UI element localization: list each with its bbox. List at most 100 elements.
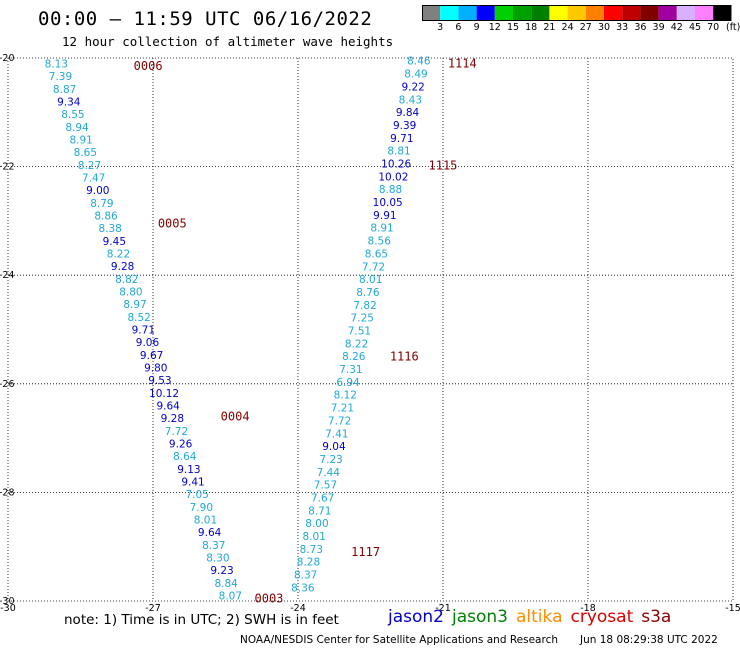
wave-height-value: 7.23 <box>319 454 342 466</box>
wave-height-value: 7.72 <box>165 426 188 438</box>
wave-height-value: 8.80 <box>119 286 142 298</box>
colorbar-swatch <box>458 5 477 21</box>
x-tick-label: -30 <box>0 603 16 614</box>
x-tick-label: -21 <box>435 603 451 614</box>
legend-s3a: s3a <box>641 607 672 627</box>
wave-height-value: 9.39 <box>393 120 416 132</box>
colorbar-swatch <box>549 5 568 21</box>
wave-height-value: 8.22 <box>345 338 368 350</box>
wave-height-value: 7.39 <box>49 71 72 83</box>
wave-height-value: 9.22 <box>401 81 424 93</box>
wave-height-value: 8.73 <box>300 544 323 556</box>
y-tick-label: -24 <box>0 270 15 281</box>
satellite-legend: jason2 jason3 altika cryosat s3a <box>388 607 679 627</box>
wave-height-value: 7.51 <box>348 325 371 337</box>
colorbar-tick-label: 15 <box>506 22 520 33</box>
wave-height-value: 8.55 <box>61 109 84 121</box>
wave-height-value: 8.46 <box>407 56 431 68</box>
wave-height-value: 9.67 <box>140 350 163 362</box>
colorbar-swatch <box>476 5 495 21</box>
wave-height-value: 7.31 <box>339 364 362 376</box>
y-tick-label: -26 <box>0 379 15 390</box>
wave-height-value: 9.80 <box>144 363 167 375</box>
colorbar-tick-label: 33 <box>616 22 629 33</box>
footer-timestamp: Jun 18 08:29:38 UTC 2022 <box>580 634 718 646</box>
wave-height-value: 7.47 <box>82 172 105 184</box>
wave-height-value: 8.30 <box>206 553 229 565</box>
wave-height-value: 8.71 <box>308 505 331 517</box>
y-tick-label: -22 <box>0 162 15 173</box>
plot-frame <box>7 57 734 602</box>
wave-height-value: 8.01 <box>194 515 217 527</box>
wave-height-value: 8.65 <box>74 147 97 159</box>
wave-height-value: 9.71 <box>132 325 155 337</box>
colorbar-tick-label: 18 <box>525 22 538 33</box>
wave-height-value: 7.72 <box>328 415 351 427</box>
x-tick-label: -27 <box>145 603 161 614</box>
wave-height-value: 9.64 <box>198 527 222 539</box>
colorbar-swatch <box>494 5 513 21</box>
wave-height-value: 8.37 <box>202 540 225 552</box>
y-tick-label: -28 <box>0 487 15 498</box>
wave-height-value: 8.94 <box>65 122 89 134</box>
wave-height-value: 8.49 <box>404 69 427 81</box>
time-label: 0003 <box>255 591 284 605</box>
wave-height-value: 9.34 <box>57 96 81 108</box>
colorbar <box>422 5 732 21</box>
legend-jason3: jason3 <box>452 607 508 627</box>
colorbar-tick-label: 9 <box>473 22 480 33</box>
colorbar-labels: 3 6 9 12 15 18 21 24 27 30 33 36 39 42 45 70 <box>422 22 740 36</box>
colorbar-tick-label: 70 <box>707 22 720 33</box>
colorbar-unit: (ft) <box>726 22 740 33</box>
wave-height-value: 8.01 <box>302 531 325 543</box>
wave-height-value: 8.84 <box>214 578 238 590</box>
colorbar-swatch <box>422 5 441 21</box>
y-tick-label: -20 <box>0 53 15 64</box>
wave-height-value: 8.82 <box>115 274 138 286</box>
colorbar-swatch <box>604 5 623 21</box>
wave-height-value: 9.53 <box>148 375 171 387</box>
colorbar-tick-label: 24 <box>561 22 574 33</box>
wave-height-value: 8.28 <box>297 557 320 569</box>
wave-height-value: 10.12 <box>149 388 179 400</box>
colorbar-swatch <box>585 5 604 21</box>
wave-height-value: 7.05 <box>185 489 208 501</box>
colorbar-swatch <box>713 5 732 21</box>
colorbar-swatch <box>695 5 714 21</box>
wave-height-value: 9.00 <box>86 185 109 197</box>
wave-height-value: 8.65 <box>365 248 388 260</box>
wave-height-value: 9.26 <box>169 439 193 451</box>
wave-height-value: 8.07 <box>219 591 242 603</box>
wave-height-value: 6.94 <box>336 377 360 389</box>
colorbar-swatch <box>531 5 550 21</box>
wave-height-value: 8.27 <box>78 160 101 172</box>
wave-height-value: 8.38 <box>98 223 121 235</box>
time-label: 1115 <box>429 159 458 173</box>
colorbar-tick-label: 45 <box>688 22 702 33</box>
time-label: 0005 <box>158 217 187 231</box>
colorbar-tick-label: 30 <box>597 22 611 33</box>
wave-height-value: 10.02 <box>378 171 408 183</box>
colorbar-tick-label: 12 <box>488 22 501 33</box>
legend-cryosat: cryosat <box>570 607 634 627</box>
time-label: 1117 <box>351 545 380 559</box>
wave-height-value: 7.72 <box>362 261 385 273</box>
wave-height-value: 8.97 <box>123 299 146 311</box>
x-tick-label: -18 <box>580 603 596 614</box>
wave-height-value: 7.21 <box>331 403 354 415</box>
chart-title: 00:00 – 11:59 UTC 06/16/2022 <box>38 8 373 30</box>
wave-height-value: 9.64 <box>156 401 180 413</box>
colorbar-tick-label: 42 <box>670 22 683 33</box>
wave-height-value: 7.67 <box>311 492 334 504</box>
wave-height-value: 7.41 <box>325 428 348 440</box>
wave-height-value: 8.91 <box>69 134 92 146</box>
wave-height-value: 9.04 <box>322 441 346 453</box>
wave-height-value: 8.79 <box>90 198 113 210</box>
wave-height-value: 8.36 <box>291 582 315 594</box>
wave-height-value: 7.25 <box>351 313 374 325</box>
wave-height-value: 9.45 <box>103 236 126 248</box>
colorbar-swatch <box>567 5 586 21</box>
wave-height-value: 9.71 <box>390 133 413 145</box>
wave-height-value: 9.28 <box>111 261 134 273</box>
wave-height-value: 10.26 <box>381 158 411 170</box>
